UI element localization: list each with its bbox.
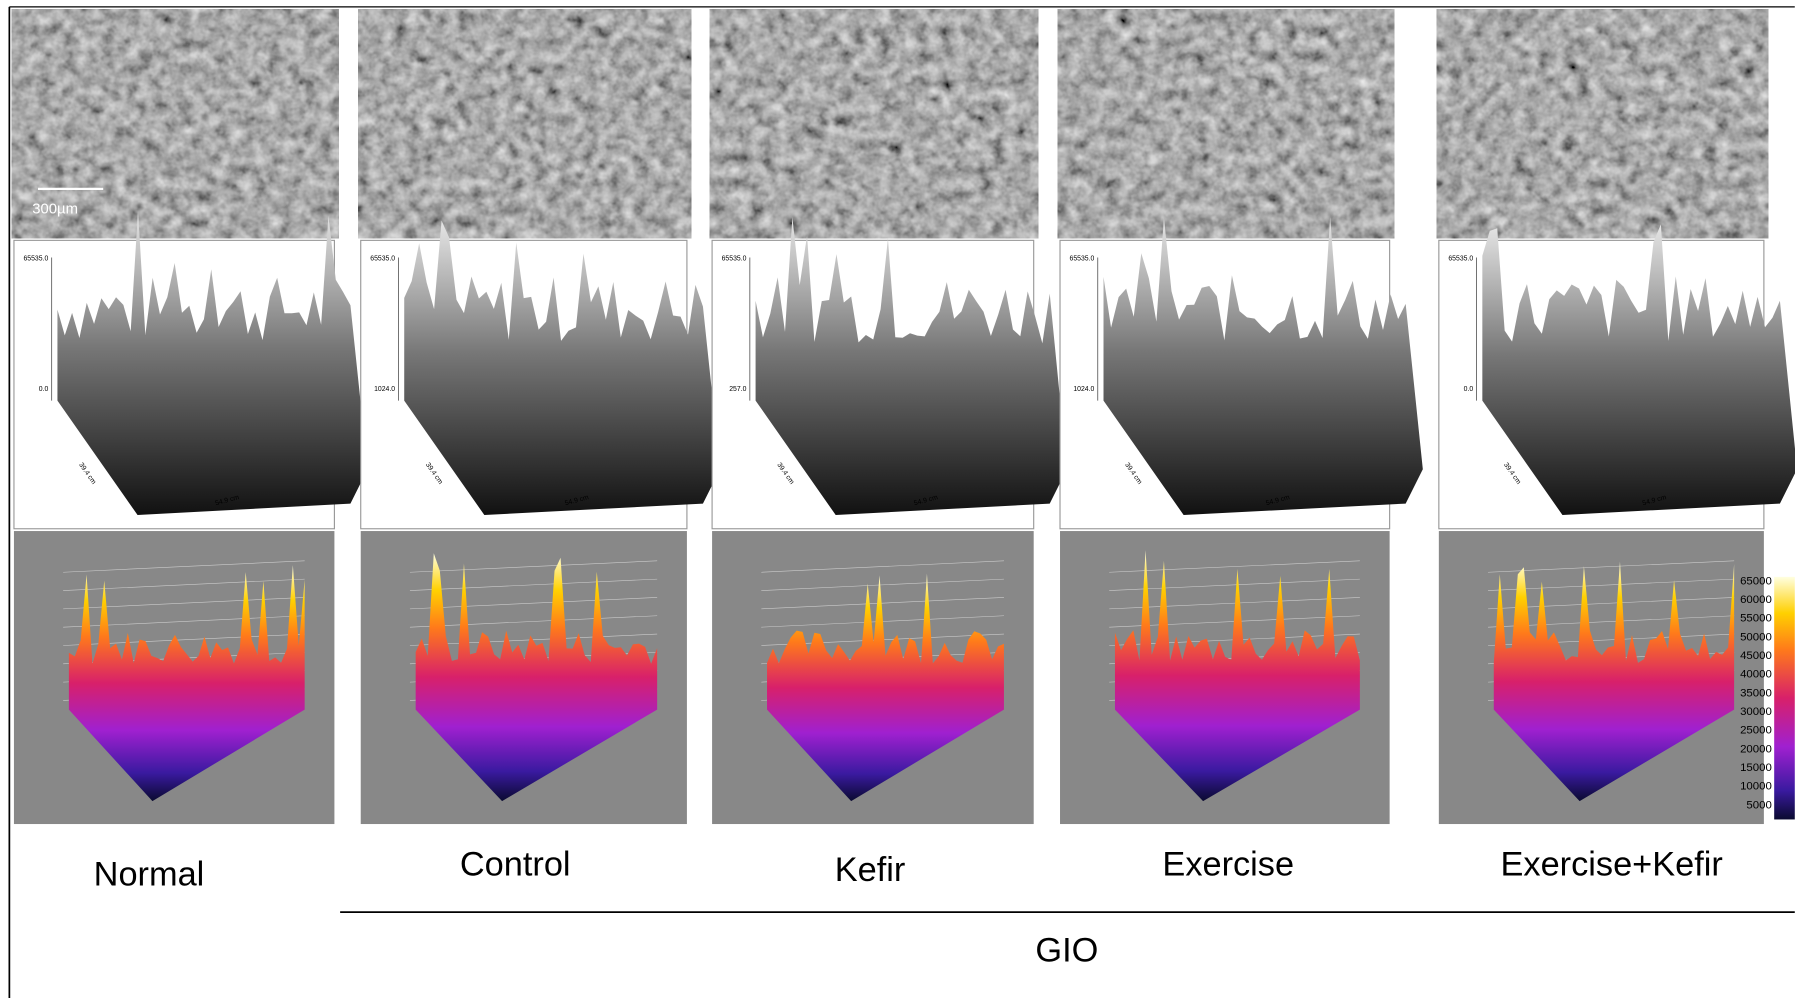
figure: GIO 65535.00.039.4 cm54.9 cmNormal65535.… [0, 0, 1795, 998]
group-name: Exercise [1162, 845, 1294, 883]
colorbar-tick-label: 30000 [1740, 706, 1772, 718]
group-name: Control [460, 845, 571, 883]
colorbar-tick-label: 45000 [1740, 650, 1772, 662]
colorbar-tick-label: 60000 [1740, 594, 1772, 606]
group-name: Normal [94, 856, 205, 894]
sem-image [358, 9, 691, 238]
sem-image [1437, 9, 1769, 238]
z-max-label: 65535.0 [722, 255, 747, 262]
z-min-label: 1024.0 [1073, 386, 1094, 393]
z-min-label: 0.0 [39, 386, 49, 393]
z-min-label: 0.0 [1464, 386, 1474, 393]
z-max-label: 65535.0 [1070, 255, 1095, 262]
group-label: GIO [1035, 931, 1098, 969]
colorbar-tick-label: 65000 [1740, 575, 1772, 587]
z-min-label: 1024.0 [374, 386, 395, 393]
scale-bar-label: 300µm [32, 201, 78, 217]
colorbar-tick-label: 20000 [1740, 743, 1772, 755]
colorbar [1774, 577, 1795, 820]
z-min-label: 257.0 [729, 386, 746, 393]
z-max-label: 65535.0 [1448, 255, 1473, 262]
colorbar-tick-label: 50000 [1740, 631, 1772, 643]
colorbar-tick-label: 5000 [1746, 799, 1771, 811]
z-max-label: 65535.0 [23, 255, 48, 262]
colorbar-tick-label: 35000 [1740, 687, 1772, 699]
group-name: Exercise+Kefir [1501, 845, 1723, 883]
sem-image [1058, 9, 1394, 238]
colorbar-tick-label: 55000 [1740, 613, 1772, 625]
colorbar-tick-label: 10000 [1740, 781, 1772, 793]
colorbar-tick-label: 15000 [1740, 762, 1772, 774]
colorbar-tick-label: 25000 [1740, 725, 1772, 737]
colorbar-tick-label: 40000 [1740, 669, 1772, 681]
group-name: Kefir [835, 851, 906, 889]
page: {"scale_bar": "300µm", "group_label": "G… [0, 0, 1795, 998]
z-max-label: 65535.0 [370, 255, 395, 262]
sem-image [710, 9, 1038, 238]
